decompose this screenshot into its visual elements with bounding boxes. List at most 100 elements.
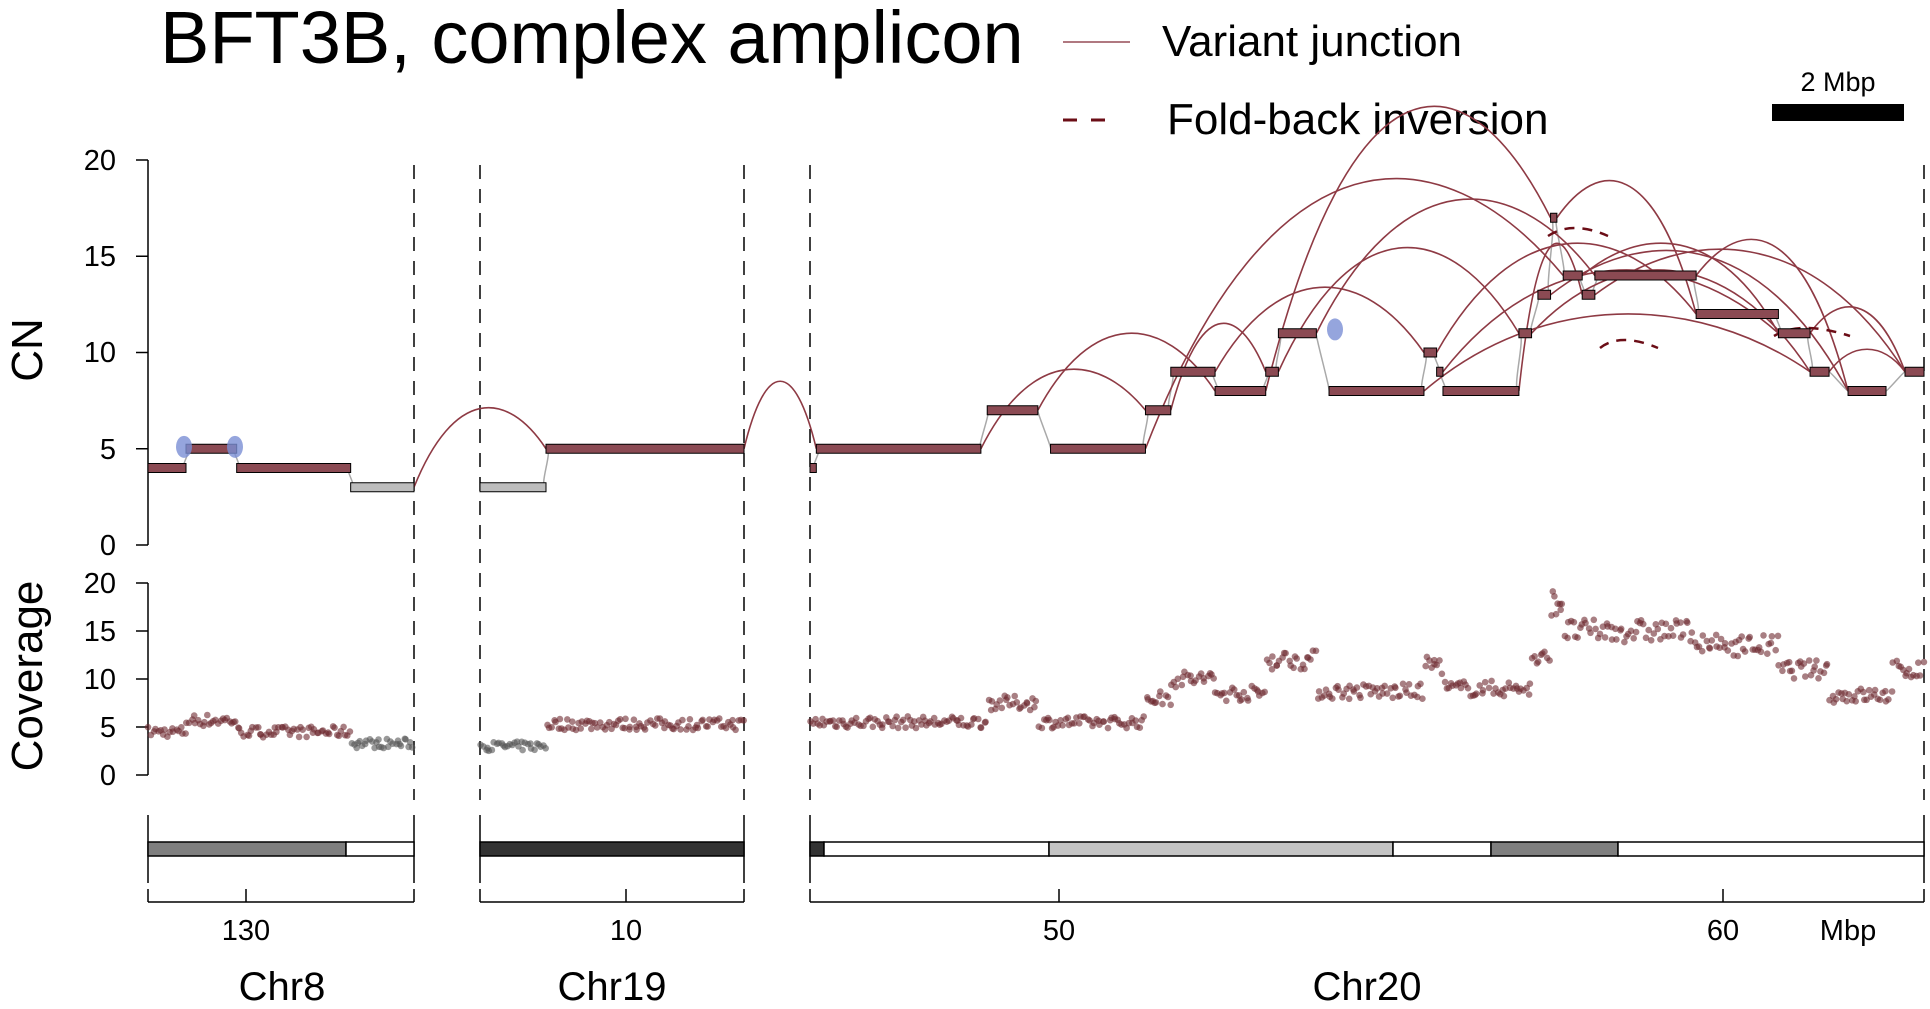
coverage-point xyxy=(1647,637,1655,644)
coverage-point xyxy=(1057,717,1064,724)
cn-segment xyxy=(1144,405,1172,416)
coverage-point xyxy=(375,736,382,743)
coverage-point xyxy=(406,739,414,746)
coverage-point xyxy=(1140,713,1147,720)
coverage-point xyxy=(1329,695,1336,702)
coverage-point xyxy=(1669,632,1677,639)
cn-segment xyxy=(986,405,1039,416)
coverage-point xyxy=(569,718,576,725)
chr20-band xyxy=(823,841,1050,857)
coverage-point xyxy=(1582,619,1589,627)
coverage-point xyxy=(1772,646,1779,654)
coverage-point xyxy=(1152,699,1160,706)
coverage-point xyxy=(325,730,333,738)
coverage-point xyxy=(704,723,711,730)
chr20-tick-label: 50 xyxy=(1043,915,1075,947)
coverage-point xyxy=(1832,695,1840,703)
legend-variant-junction-label: Variant junction xyxy=(1162,17,1462,66)
coverage-point xyxy=(833,723,840,731)
variant-junction-arc xyxy=(980,368,1147,450)
coverage-point xyxy=(1843,697,1850,705)
coverage-point xyxy=(893,713,900,720)
coverage-tick-label: 0 xyxy=(100,760,116,792)
coverage-point xyxy=(641,726,649,733)
coverage-point xyxy=(622,715,629,723)
coverage-point xyxy=(1405,681,1413,688)
cn-segment xyxy=(1777,328,1811,339)
coverage-point xyxy=(1525,691,1533,698)
coverage-point xyxy=(1679,631,1687,638)
coverage-point xyxy=(1481,678,1489,686)
coverage-point xyxy=(1266,659,1273,667)
coverage-point xyxy=(1774,632,1782,640)
coverage-point xyxy=(1845,691,1853,698)
chr20-band xyxy=(1392,841,1492,857)
coverage-point xyxy=(977,724,985,732)
cn-segment xyxy=(1550,212,1558,223)
coverage-point xyxy=(542,745,549,752)
coverage-point xyxy=(998,704,1006,712)
coverage-point xyxy=(902,724,909,731)
coverage-point xyxy=(1708,637,1716,644)
coverage-point xyxy=(968,721,975,728)
coverage-point xyxy=(1785,658,1793,666)
variant-junction-arc xyxy=(1518,242,1583,392)
coverage-point xyxy=(1164,693,1172,701)
coverage-point xyxy=(1174,675,1182,683)
coverage-point xyxy=(182,730,189,737)
coverage-point xyxy=(1200,678,1208,685)
chr8-label: Chr8 xyxy=(239,965,326,1009)
variant-junction-arc xyxy=(1442,269,1779,373)
variant-junction-arc xyxy=(413,406,547,488)
variant-junction-arc xyxy=(1828,348,1906,373)
coverage-point xyxy=(1414,693,1421,701)
blue-marker xyxy=(1327,318,1343,341)
coverage-point xyxy=(1639,620,1647,628)
coverage-point xyxy=(299,726,307,733)
cn-segment xyxy=(1265,366,1279,377)
coverage-point xyxy=(1473,690,1480,697)
coverage-point xyxy=(1381,682,1388,690)
cn-axis-ticks xyxy=(136,159,148,546)
coverage-point xyxy=(1396,692,1404,700)
coverage-point xyxy=(1031,703,1038,711)
coverage-point xyxy=(1916,672,1924,679)
coverage-point xyxy=(531,746,538,754)
cn-segment xyxy=(1518,328,1533,339)
coverage-point xyxy=(1476,682,1483,689)
cn-tick-label: 15 xyxy=(84,241,116,273)
coverage-axis-title: Coverage xyxy=(3,581,52,772)
coverage-axis-ticks xyxy=(136,582,148,776)
coverage-point xyxy=(1621,638,1628,646)
coverage-point xyxy=(1557,606,1564,614)
coverage-point xyxy=(144,723,152,731)
cn-segment xyxy=(1277,328,1317,339)
coverage-point xyxy=(577,725,584,732)
coverage-point xyxy=(1717,635,1725,643)
coverage-point xyxy=(1373,685,1381,692)
coverage-point xyxy=(1457,684,1465,692)
coverage-point xyxy=(1746,633,1753,641)
coverage-point xyxy=(988,698,996,705)
coverage-point xyxy=(1357,694,1364,702)
cn-step-connector xyxy=(543,448,549,488)
coverage-point xyxy=(1741,648,1749,655)
coverage-point xyxy=(593,724,601,731)
cn-segment xyxy=(1847,386,1887,396)
coverage-point xyxy=(630,716,638,723)
coverage-point xyxy=(1764,650,1771,657)
coverage-point xyxy=(869,723,877,731)
coverage-point xyxy=(1802,673,1809,680)
chr20-band xyxy=(1490,841,1619,857)
variant-junction-arc xyxy=(1315,198,1596,334)
cn-segment xyxy=(1581,289,1596,300)
coverage-point xyxy=(1187,672,1194,679)
coverage-point xyxy=(1893,657,1901,665)
coverage-point xyxy=(1865,686,1873,694)
coverage-point xyxy=(1038,724,1046,732)
chr8-tick-label: 130 xyxy=(222,915,270,947)
coverage-point xyxy=(1632,628,1640,636)
coverage-point xyxy=(1768,633,1776,640)
coverage-point xyxy=(1479,687,1487,694)
legend-foldback-label: Fold-back inversion xyxy=(1167,95,1549,144)
